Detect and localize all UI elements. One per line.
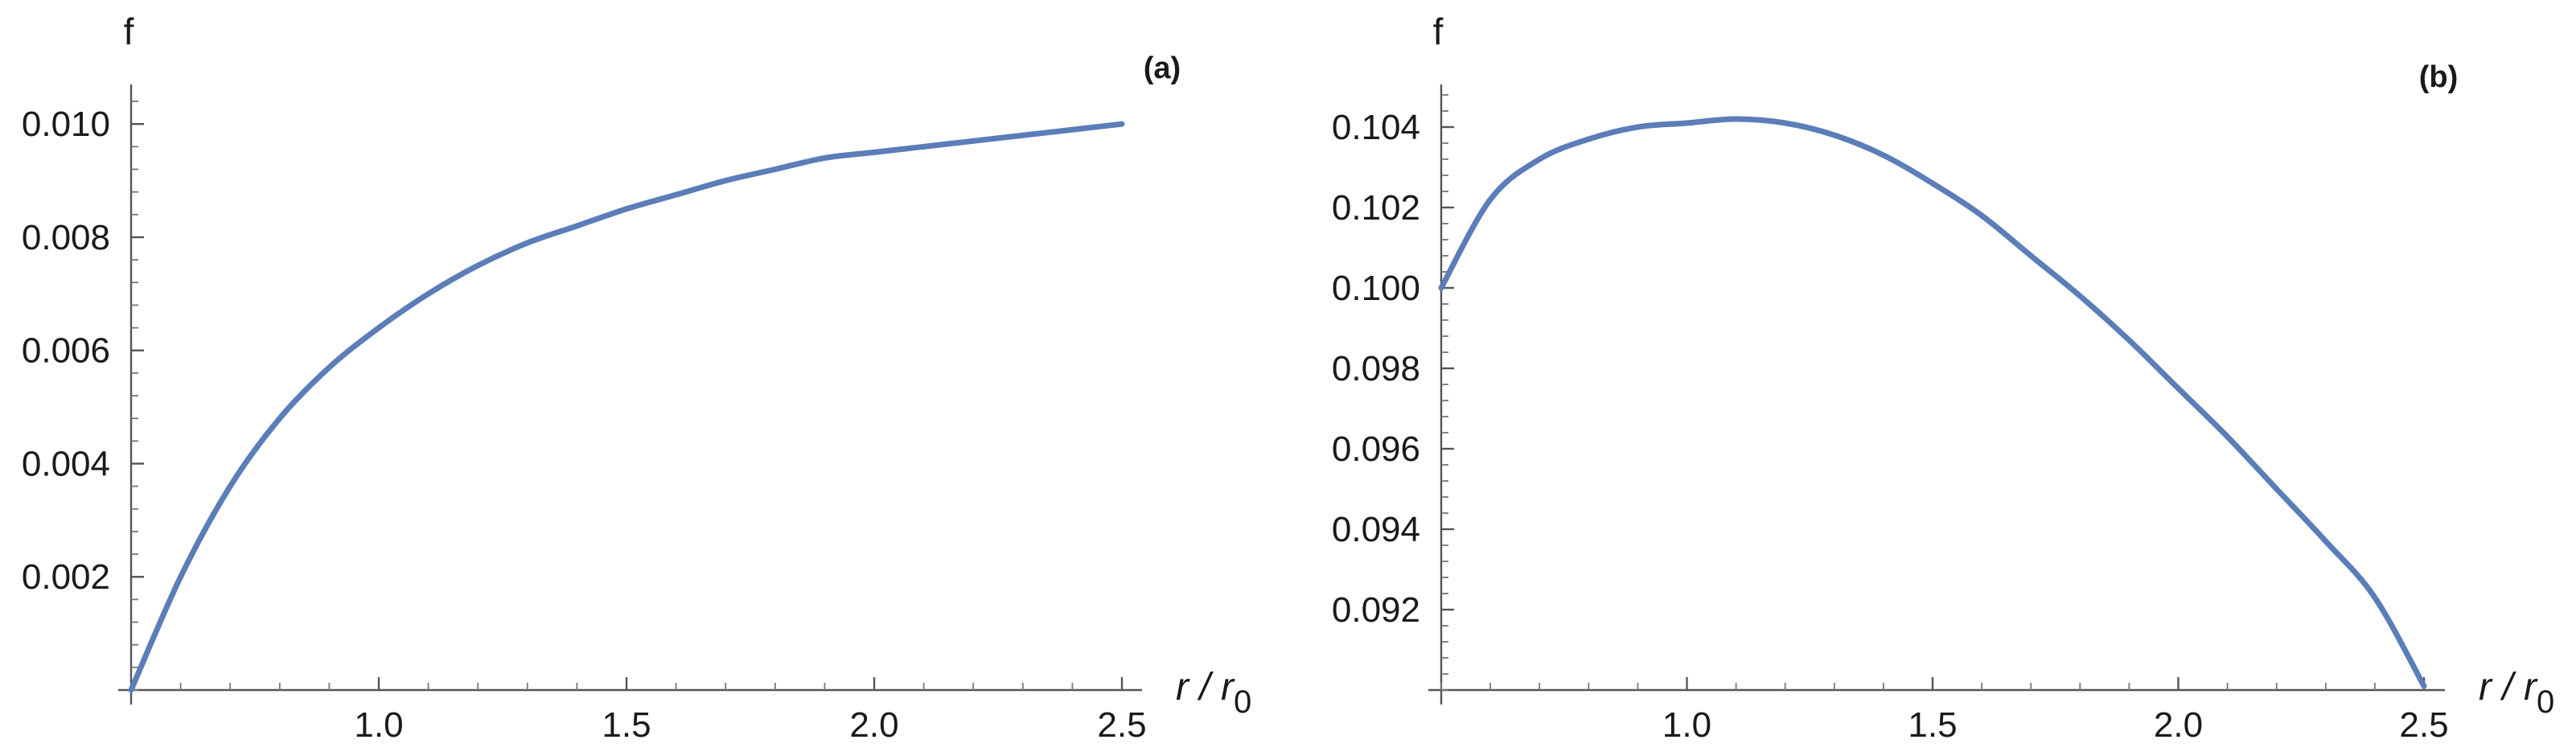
x-tick-label: 2.5: [2399, 705, 2448, 745]
y-tick-label: 0.092: [1332, 590, 1420, 630]
panel-a-plot: 1.0 1.5 2.0 2.5 0.002 0.004 0.006 0.008 0.010 f r …: [22, 10, 1251, 745]
y-tick-label: 0.098: [1332, 349, 1420, 388]
panel-label: (a): [1144, 51, 1181, 85]
y-tick-label: 0.102: [1332, 188, 1420, 228]
y-tick-label: 0.010: [22, 105, 110, 144]
x-tick-label: 2.5: [1097, 705, 1146, 745]
x-tick-label: 1.5: [1908, 705, 1957, 745]
y-tick-label: 0.096: [1332, 429, 1420, 469]
x-axis-title: r / r0: [2479, 666, 2554, 720]
y-tick-label: 0.104: [1332, 108, 1420, 147]
y-tick-label: 0.002: [22, 557, 110, 597]
x-tick-label: 1.5: [602, 705, 651, 745]
y-tick-label: 0.008: [22, 218, 110, 257]
y-axis-title: f: [1433, 10, 1444, 52]
x-tick-label: 2.0: [2154, 705, 2203, 745]
x-axis-title: r / r0: [1176, 666, 1251, 720]
y-tick-label: 0.094: [1332, 510, 1420, 549]
x-tick-label: 1.0: [1662, 705, 1711, 745]
panel-label: (b): [2419, 60, 2459, 94]
x-tick-label: 2.0: [849, 705, 898, 745]
y-axis-title: f: [124, 10, 134, 52]
series-line: [1438, 116, 2427, 689]
y-tick-label: 0.100: [1332, 269, 1420, 308]
panel-b-plot: 1.0 1.5 2.0 2.5 0.092 0.094 0.096 0.098 0.100 0.1…: [1332, 10, 2554, 745]
y-tick-label: 0.006: [22, 331, 110, 371]
x-tick-label: 1.0: [354, 705, 403, 745]
series-line: [128, 121, 1125, 693]
y-tick-label: 0.004: [22, 444, 110, 483]
